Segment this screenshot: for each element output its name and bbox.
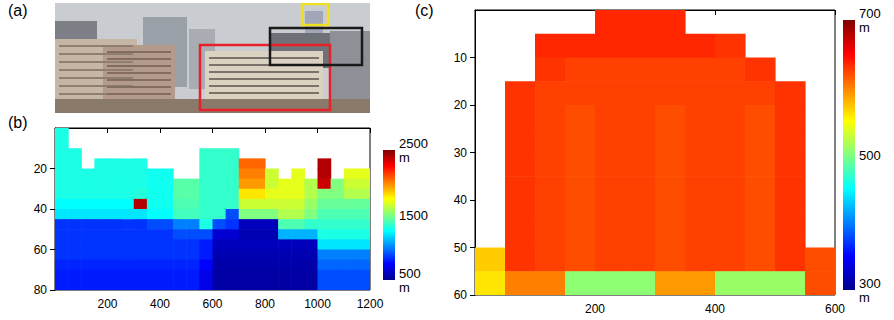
svg-text:(a): (a) <box>8 2 28 19</box>
svg-text:600: 600 <box>825 302 845 316</box>
svg-text:10: 10 <box>454 51 468 65</box>
svg-text:2500: 2500 <box>399 136 428 151</box>
svg-text:500: 500 <box>399 266 421 281</box>
svg-text:m: m <box>399 150 410 165</box>
svg-text:60: 60 <box>454 288 468 302</box>
svg-text:20: 20 <box>34 162 48 176</box>
svg-text:1200: 1200 <box>357 297 384 311</box>
svg-text:700: 700 <box>859 6 881 21</box>
svg-text:(c): (c) <box>415 2 434 19</box>
svg-text:500: 500 <box>859 148 881 163</box>
svg-text:m: m <box>859 290 870 305</box>
svg-text:40: 40 <box>454 193 468 207</box>
svg-text:(b): (b) <box>8 114 28 131</box>
svg-text:m: m <box>859 20 870 35</box>
svg-text:800: 800 <box>255 297 275 311</box>
svg-text:20: 20 <box>454 98 468 112</box>
svg-text:30: 30 <box>454 146 468 160</box>
svg-text:400: 400 <box>150 297 170 311</box>
svg-text:200: 200 <box>585 302 605 316</box>
svg-text:40: 40 <box>34 202 48 216</box>
svg-text:300: 300 <box>859 276 881 291</box>
svg-text:60: 60 <box>34 243 48 257</box>
svg-text:1500: 1500 <box>399 208 428 223</box>
svg-text:m: m <box>399 280 410 295</box>
svg-text:600: 600 <box>202 297 222 311</box>
svg-text:400: 400 <box>705 302 725 316</box>
svg-text:200: 200 <box>97 297 117 311</box>
svg-text:80: 80 <box>34 283 48 297</box>
svg-text:50: 50 <box>454 241 468 255</box>
svg-text:1000: 1000 <box>304 297 331 311</box>
